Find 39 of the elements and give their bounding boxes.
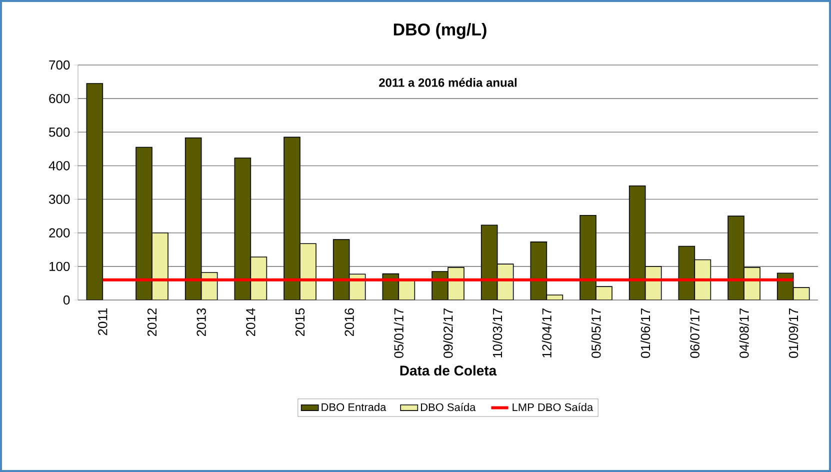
y-tick-label: 300 [49,194,70,204]
x-tick-label: 05/01/17 [394,308,404,358]
bar [530,242,548,300]
x-tick-label: 10/03/17 [492,308,502,358]
x-tick-label: 12/04/17 [542,308,552,358]
y-tick-label: 600 [49,94,70,104]
x-tick-label: 01/06/17 [640,308,650,358]
y-tick-label: 100 [49,262,70,272]
chart-title: DBO (mg/L) [394,23,486,39]
bar [480,224,498,300]
x-tick-label: 2014 [246,308,256,336]
y-tick-label: 400 [48,161,70,170]
bar [86,83,104,300]
x-tick-label: 05/05/17 [591,308,601,358]
x-tick-label: 01/09/17 [788,308,798,358]
bar [332,239,350,300]
x-tick-label: 04/08/17 [739,308,749,358]
bar [628,185,646,300]
y-tick-label: 200 [49,228,70,238]
x-tick-label: 2015 [295,308,305,336]
legend-label: LMP DBO Saída [512,402,594,412]
x-tick-label: 2011 [98,308,108,336]
bar [234,158,252,300]
x-tick-label: 2012 [147,308,157,336]
x-tick-label: 2013 [196,308,206,336]
annotation: 2011 a 2016 média anual [379,78,517,87]
y-tick-label: 700 [49,60,70,70]
legend-label: DBO Saída [420,402,476,412]
x-tick-label: 2016 [344,308,354,336]
bar [136,146,152,300]
bar [678,246,696,300]
y-tick-label: 500 [49,128,70,137]
x-tick-label: 09/02/17 [443,308,453,358]
bar [284,136,300,300]
bar [184,137,202,300]
y-tick-label: 0 [63,295,70,305]
x-tick-label: 06/07/17 [690,308,700,358]
x-axis-title: Data de Coleta [400,365,497,376]
legend-label: DBO Entrada [322,402,386,412]
